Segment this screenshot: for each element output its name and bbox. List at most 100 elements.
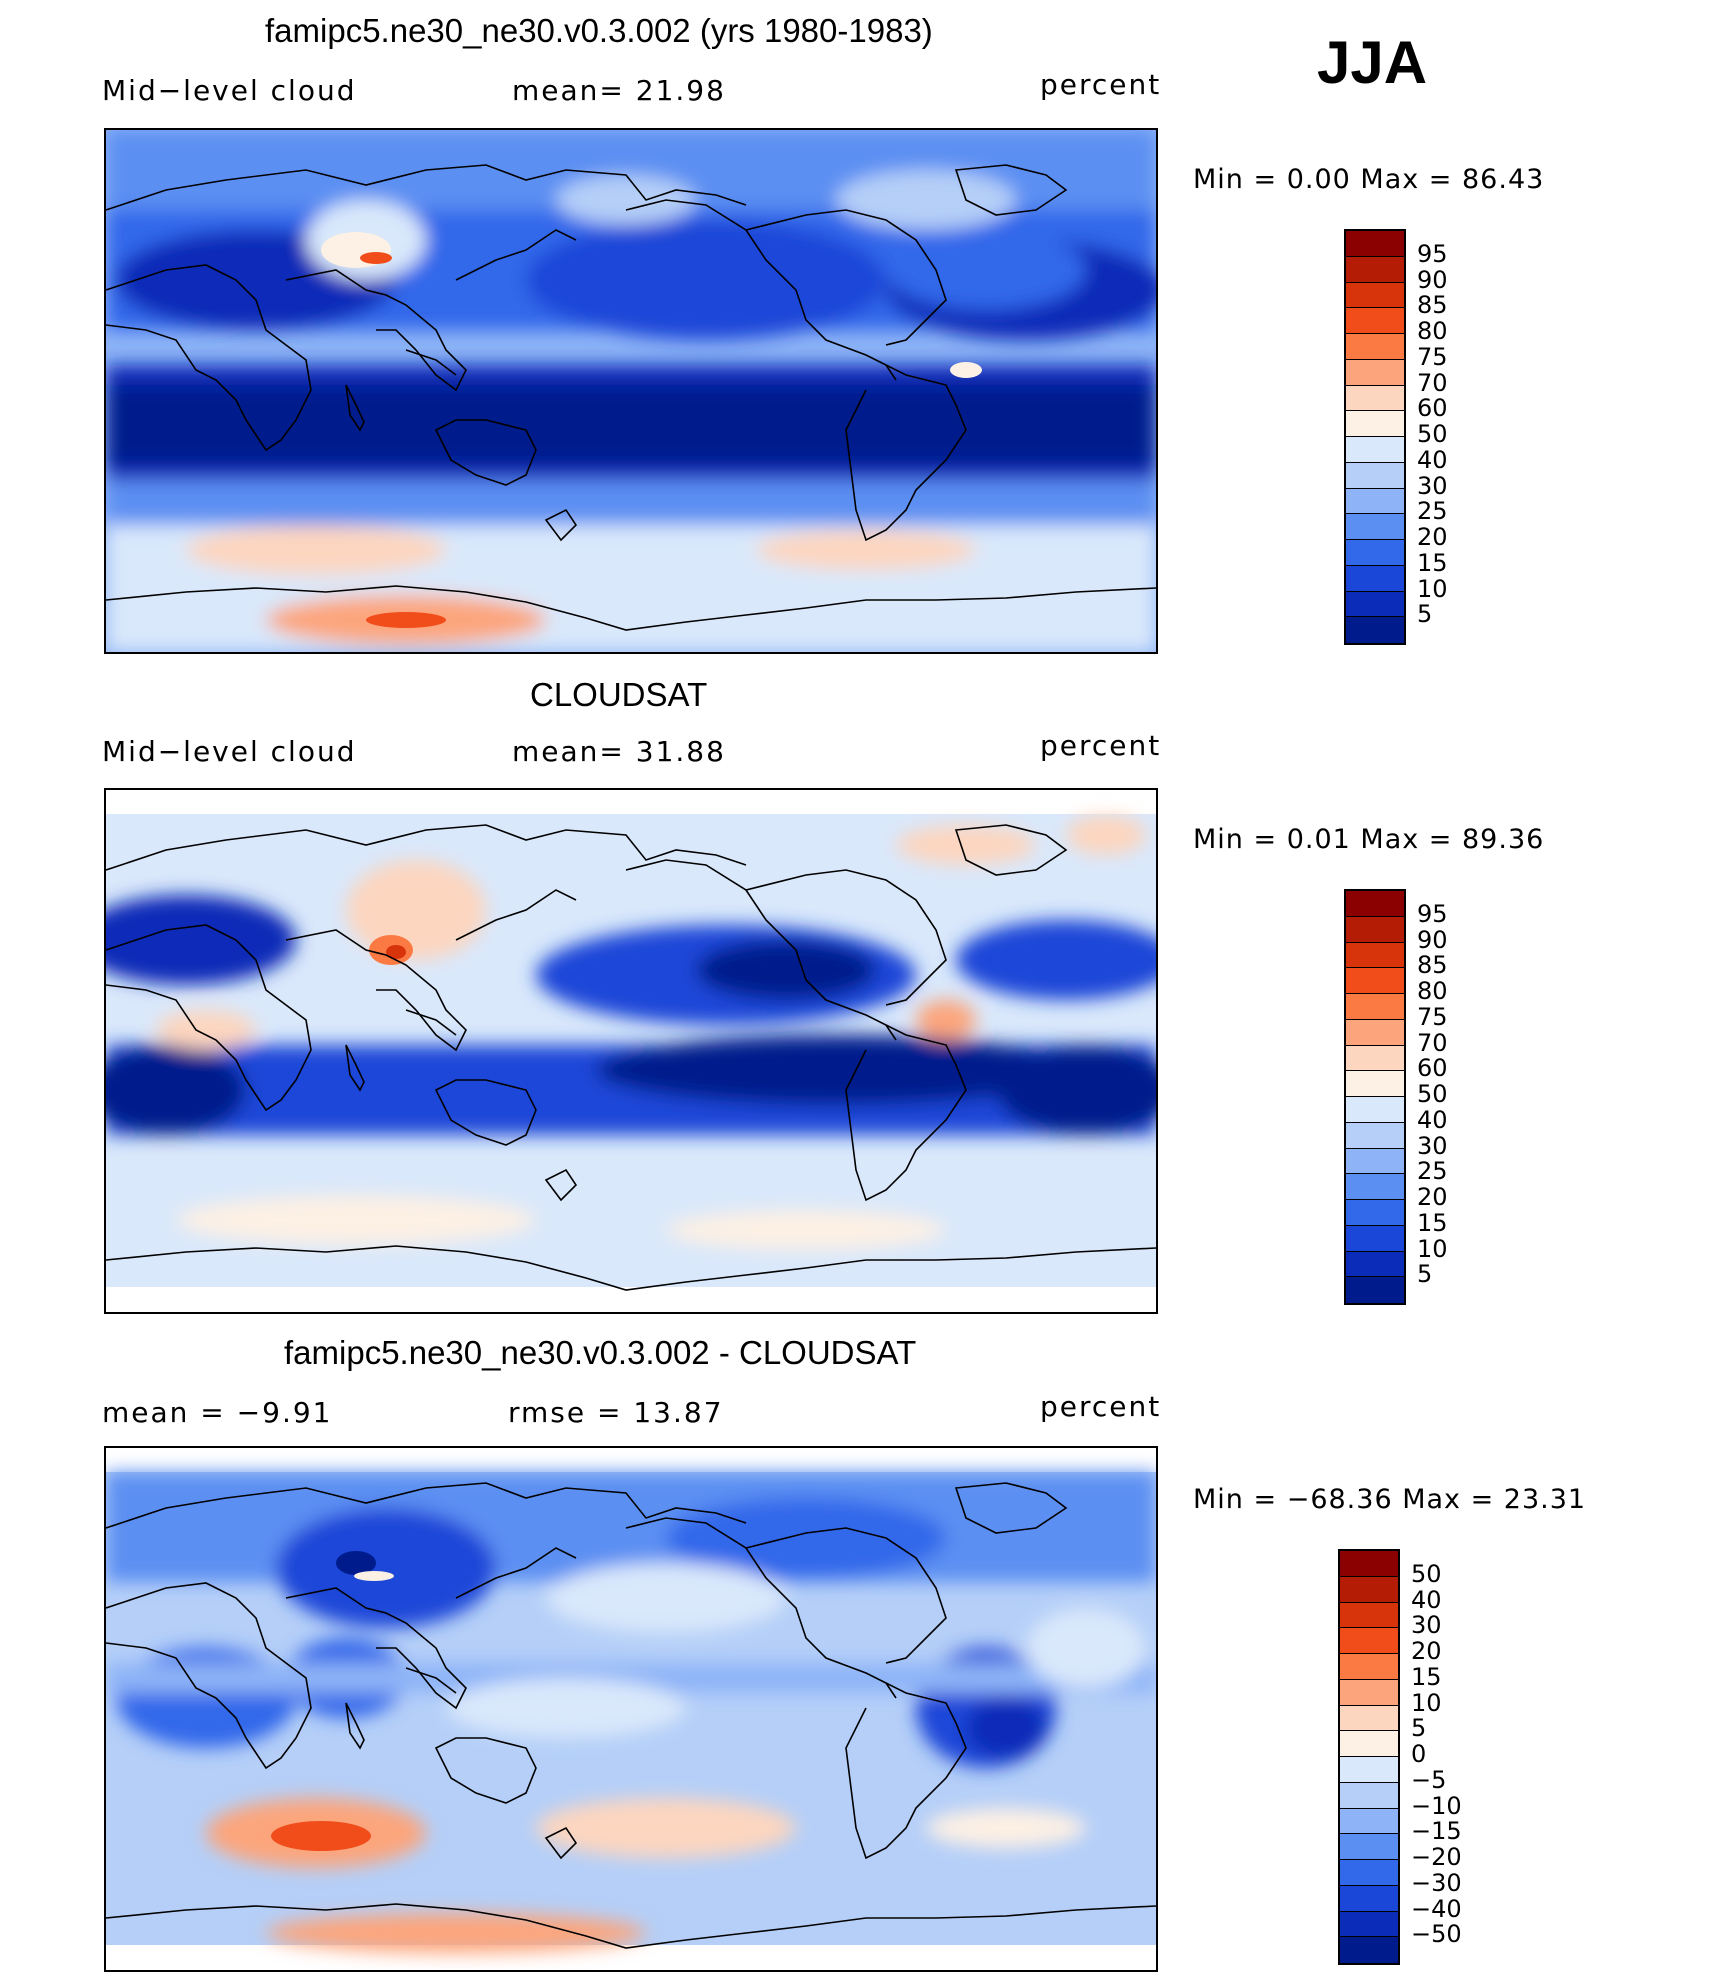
colorbar-swatch — [1346, 385, 1404, 412]
colorbar-swatch — [1346, 1122, 1404, 1149]
panel1-mean: mean= 21.98 — [512, 74, 726, 107]
panel2-title: CLOUDSAT — [530, 676, 708, 713]
colorbar-swatch — [1340, 1576, 1398, 1603]
colorbar-swatch — [1346, 1277, 1404, 1303]
colorbar-label: −20 — [1411, 1843, 1462, 1871]
colorbar-label: −30 — [1411, 1868, 1462, 1897]
colorbar-label: 60 — [1417, 394, 1448, 423]
colorbar-swatch — [1346, 411, 1404, 437]
colorbar-label: 75 — [1417, 342, 1448, 371]
panel2-colorbar — [1344, 889, 1406, 1305]
colorbar-label: 25 — [1417, 1157, 1448, 1186]
panel3-colorbar — [1338, 1549, 1400, 1965]
colorbar-label: 80 — [1417, 317, 1448, 345]
colorbar-swatch — [1340, 1808, 1398, 1835]
colorbar-label: 25 — [1417, 497, 1448, 526]
colorbar-label: 15 — [1411, 1662, 1442, 1691]
panel2-units: percent — [1040, 729, 1162, 762]
colorbar-label: 40 — [1417, 445, 1448, 474]
colorbar-label: 30 — [1411, 1611, 1442, 1640]
colorbar-label: 50 — [1411, 1559, 1442, 1588]
colorbar-swatch — [1340, 1937, 1398, 1963]
colorbar-swatch — [1340, 1679, 1398, 1706]
colorbar-label: 40 — [1411, 1585, 1442, 1614]
colorbar-label: 80 — [1417, 977, 1448, 1005]
colorbar-swatch — [1346, 565, 1404, 592]
colorbar-swatch — [1346, 942, 1404, 969]
colorbar-swatch — [1346, 994, 1404, 1020]
colorbar-label: 5 — [1417, 600, 1433, 629]
colorbar-label: 0 — [1411, 1740, 1427, 1768]
panel3-title: famipc5.ne30_ne30.v0.3.002 - CLOUDSAT — [284, 1334, 917, 1371]
panel1-colorbar — [1344, 229, 1406, 645]
colorbar-swatch — [1346, 308, 1404, 334]
panel1-minmax: Min = 0.00 Max = 86.43 — [1193, 164, 1545, 195]
colorbar-swatch — [1346, 282, 1404, 309]
colorbar-swatch — [1346, 891, 1404, 917]
colorbar-label: −15 — [1411, 1817, 1462, 1846]
colorbar-label: 85 — [1417, 951, 1448, 980]
colorbar-swatch — [1346, 437, 1404, 463]
colorbar-label: 20 — [1417, 523, 1448, 551]
colorbar-swatch — [1340, 1654, 1398, 1680]
colorbar-label: 10 — [1411, 1688, 1442, 1717]
colorbar-swatch — [1346, 462, 1404, 489]
colorbar-swatch — [1340, 1628, 1398, 1654]
season-label: JJA — [1317, 29, 1428, 96]
colorbar-swatch — [1346, 591, 1404, 618]
colorbar-swatch — [1346, 916, 1404, 943]
colorbar-swatch — [1346, 617, 1404, 643]
colorbar-swatch — [1346, 359, 1404, 386]
colorbar-label: −40 — [1411, 1894, 1462, 1923]
colorbar-swatch — [1340, 1757, 1398, 1783]
colorbar-swatch — [1340, 1782, 1398, 1809]
colorbar-label: 10 — [1417, 574, 1448, 603]
colorbar-swatch — [1340, 1911, 1398, 1938]
colorbar-swatch — [1346, 1251, 1404, 1278]
panel3-units: percent — [1040, 1390, 1162, 1423]
panel1-left-label: Mid−level cloud — [102, 74, 357, 107]
colorbar-swatch — [1346, 514, 1404, 540]
panel2-minmax: Min = 0.01 Max = 89.36 — [1193, 824, 1545, 855]
colorbar-label: −5 — [1411, 1765, 1447, 1794]
colorbar-label: 5 — [1411, 1714, 1427, 1743]
colorbar-label: 95 — [1417, 239, 1448, 268]
colorbar-swatch — [1340, 1551, 1398, 1577]
colorbar-swatch — [1346, 256, 1404, 283]
colorbar-swatch — [1346, 231, 1404, 257]
panel1-title: famipc5.ne30_ne30.v0.3.002 (yrs 1980-198… — [265, 12, 933, 49]
colorbar-swatch — [1340, 1731, 1398, 1757]
colorbar-swatch — [1346, 1019, 1404, 1046]
colorbar-swatch — [1346, 1097, 1404, 1123]
colorbar-label: 95 — [1417, 899, 1448, 928]
colorbar-swatch — [1346, 1148, 1404, 1175]
colorbar-swatch — [1340, 1834, 1398, 1860]
colorbar-label: 50 — [1417, 420, 1448, 448]
colorbar-label: 40 — [1417, 1105, 1448, 1134]
colorbar-swatch — [1340, 1705, 1398, 1732]
colorbar-swatch — [1346, 1071, 1404, 1097]
colorbar-label: −50 — [1411, 1920, 1462, 1949]
panel1-units: percent — [1040, 68, 1162, 101]
panel3-minmax: Min = −68.36 Max = 23.31 — [1193, 1484, 1587, 1515]
colorbar-label: 20 — [1417, 1183, 1448, 1211]
colorbar-label: 5 — [1417, 1260, 1433, 1289]
panel3-mean: mean = −9.91 — [102, 1396, 333, 1429]
colorbar-label: 50 — [1417, 1080, 1448, 1108]
colorbar-swatch — [1340, 1860, 1398, 1886]
colorbar-swatch — [1346, 1200, 1404, 1226]
colorbar-label: −10 — [1411, 1791, 1462, 1820]
colorbar-label: 20 — [1411, 1637, 1442, 1665]
panel2-map — [104, 788, 1158, 1314]
panel1-map — [104, 128, 1158, 654]
colorbar-label: 60 — [1417, 1054, 1448, 1083]
colorbar-swatch — [1346, 1225, 1404, 1252]
colorbar-label: 90 — [1417, 925, 1448, 954]
colorbar-swatch — [1346, 540, 1404, 566]
colorbar-label: 10 — [1417, 1234, 1448, 1263]
colorbar-label: 85 — [1417, 291, 1448, 320]
colorbar-label: 90 — [1417, 265, 1448, 294]
colorbar-label: 15 — [1417, 1208, 1448, 1237]
colorbar-swatch — [1346, 968, 1404, 994]
colorbar-swatch — [1346, 488, 1404, 515]
